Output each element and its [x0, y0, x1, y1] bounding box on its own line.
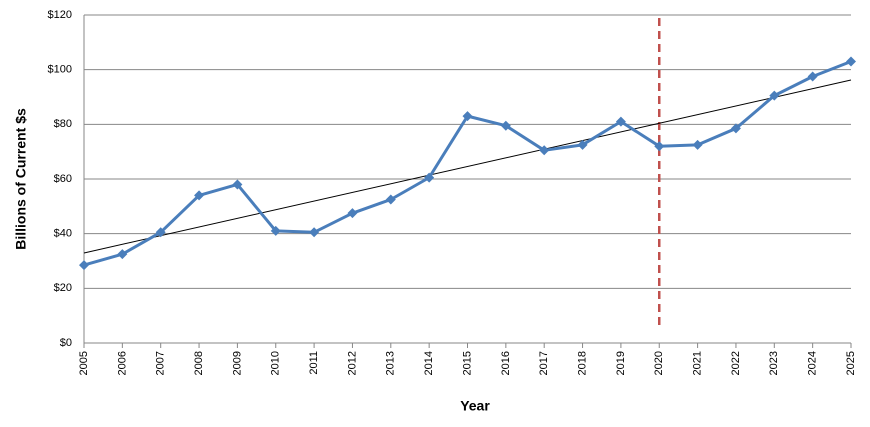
x-tick-label: 2010: [270, 351, 282, 375]
x-axis-title: Year: [460, 398, 490, 414]
data-point: [79, 260, 89, 271]
data-point: [232, 179, 243, 190]
data-point: [769, 90, 780, 101]
y-tick-label: $80: [54, 118, 72, 130]
data-point: [577, 139, 588, 150]
data-point: [117, 249, 128, 260]
data-point: [654, 141, 665, 152]
data-point: [692, 139, 703, 150]
x-tick-label: 2011: [308, 351, 320, 375]
data-point: [270, 225, 281, 236]
data-point: [309, 227, 320, 238]
x-tick-label: 2006: [116, 351, 128, 375]
y-tick-label: $0: [60, 337, 72, 349]
data-point: [615, 116, 626, 127]
x-tick-label: 2020: [653, 351, 665, 375]
data-point: [500, 120, 511, 131]
x-tick-label: 2024: [807, 351, 819, 375]
data-point: [462, 111, 473, 122]
y-tick-label: $20: [54, 282, 72, 294]
x-tick-label: 2018: [576, 351, 588, 375]
x-tick-label: 2025: [845, 351, 857, 375]
x-tick-label: 2017: [538, 351, 550, 375]
x-tick-label: 2013: [385, 351, 397, 375]
x-tick-label: 2023: [768, 351, 780, 375]
data-point: [846, 56, 856, 67]
x-tick-label: 2012: [346, 351, 358, 375]
x-tick-label: 2019: [615, 351, 627, 375]
y-axis-title: Billions of Current $s: [13, 108, 29, 250]
data-point: [424, 172, 435, 183]
data-point: [730, 123, 741, 134]
x-tick-label: 2009: [231, 351, 243, 375]
x-tick-label: 2022: [730, 351, 742, 375]
series-line: [83, 60, 852, 267]
x-tick-label: 2007: [155, 351, 167, 375]
data-point: [807, 71, 818, 82]
data-point: [385, 194, 396, 205]
x-tick-label: 2016: [500, 351, 512, 375]
data-point: [539, 145, 550, 156]
x-tick-label: 2005: [78, 351, 90, 375]
x-tick-label: 2015: [461, 351, 473, 375]
y-tick-label: $60: [54, 173, 72, 185]
data-point: [155, 227, 166, 238]
y-tick-label: $100: [48, 64, 72, 76]
data-point: [347, 208, 358, 219]
y-tick-label: $120: [48, 9, 72, 21]
x-tick-label: 2014: [423, 351, 435, 375]
y-tick-label: $40: [54, 228, 72, 240]
trendline: [83, 79, 852, 254]
x-tick-label: 2021: [692, 351, 704, 375]
x-tick-label: 2008: [193, 351, 205, 375]
data-point: [194, 190, 205, 201]
